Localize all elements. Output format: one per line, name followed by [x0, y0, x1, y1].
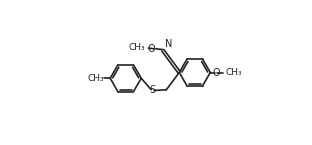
Text: O: O — [147, 44, 155, 54]
Text: N: N — [165, 39, 172, 49]
Text: CH₃: CH₃ — [225, 68, 242, 77]
Text: CH₃: CH₃ — [129, 43, 145, 52]
Text: S: S — [150, 85, 156, 95]
Text: O: O — [212, 68, 220, 77]
Text: CH₃: CH₃ — [87, 74, 104, 83]
